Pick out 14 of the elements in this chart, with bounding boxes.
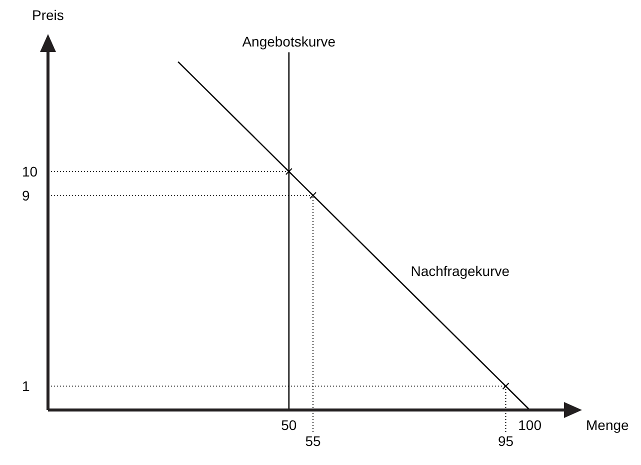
point xyxy=(310,192,316,199)
y-tick-label: 1 xyxy=(22,378,30,394)
series-label: Nachfragekurve xyxy=(410,263,510,280)
y-tick-label: 10 xyxy=(22,164,38,180)
point xyxy=(502,382,510,390)
ref-line-label: 95 xyxy=(498,433,514,449)
x-tick-label: 100 xyxy=(518,417,542,433)
point xyxy=(285,168,292,176)
y-axis-title: Preis xyxy=(32,7,64,23)
x-tick-label: 50 xyxy=(281,417,297,433)
series-label: Angebotskurve xyxy=(242,33,336,50)
x-axis-title: Menge xyxy=(586,417,630,433)
ref-line-label: 55 xyxy=(305,433,321,449)
y-tick-label: 9 xyxy=(22,187,30,204)
